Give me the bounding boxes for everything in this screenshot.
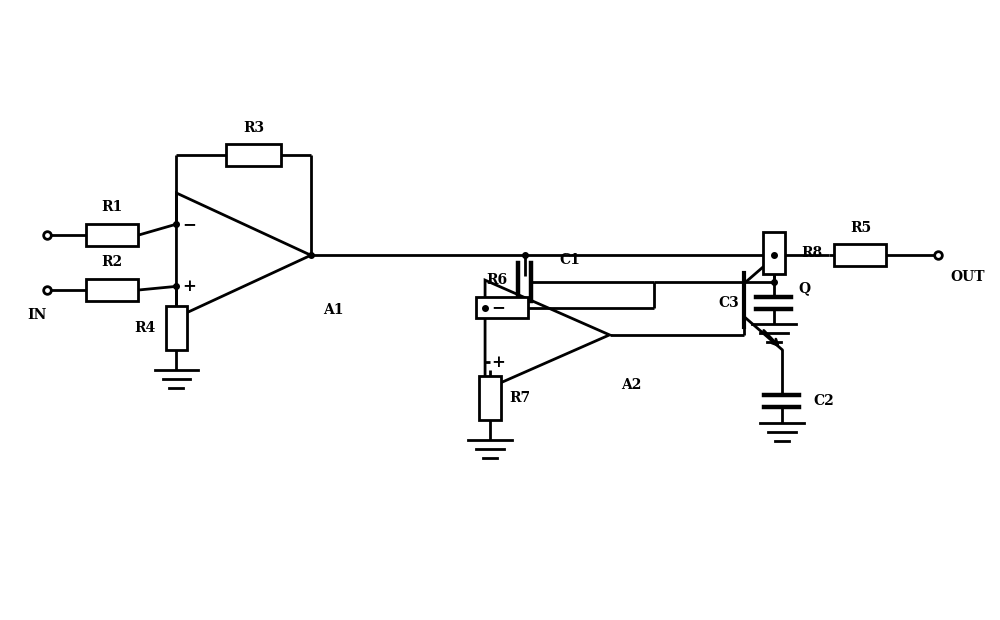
Bar — [86, 279, 138, 301]
Text: OUT: OUT — [950, 270, 984, 284]
Text: Q: Q — [799, 281, 811, 295]
Bar — [226, 144, 281, 166]
Text: +: + — [491, 354, 505, 371]
Text: C3: C3 — [719, 296, 739, 309]
Bar — [834, 244, 886, 266]
Text: R4: R4 — [134, 321, 155, 335]
Text: C1: C1 — [559, 253, 580, 267]
Text: A1: A1 — [323, 303, 343, 317]
Text: R1: R1 — [101, 200, 122, 215]
Text: R5: R5 — [850, 221, 871, 236]
Bar — [86, 224, 138, 246]
Text: R3: R3 — [243, 122, 264, 135]
Text: −: − — [491, 299, 505, 316]
Text: R8: R8 — [802, 246, 823, 260]
Bar — [479, 376, 501, 420]
Bar — [166, 306, 187, 350]
Text: −: − — [182, 216, 196, 232]
Bar — [763, 232, 785, 274]
Text: +: + — [182, 278, 196, 295]
Text: R7: R7 — [509, 391, 530, 405]
Text: A2: A2 — [621, 378, 642, 392]
Text: R2: R2 — [101, 255, 122, 269]
Text: R6: R6 — [486, 273, 507, 286]
Bar — [476, 296, 528, 319]
Text: IN: IN — [27, 308, 47, 322]
Text: C2: C2 — [813, 394, 834, 408]
